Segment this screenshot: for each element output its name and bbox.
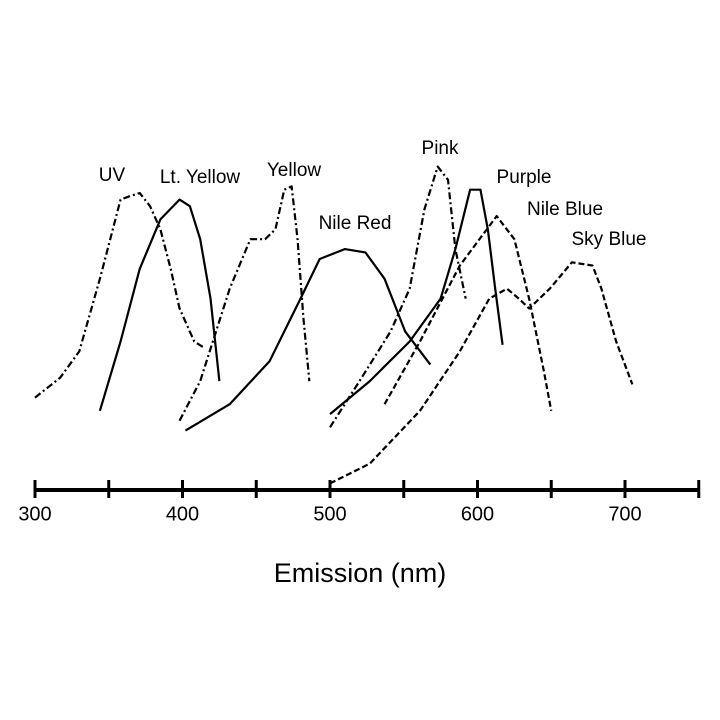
x-tick-label: 500 (313, 503, 346, 525)
series-label: Purple (497, 167, 552, 188)
spectrum-line (98, 198, 221, 412)
x-axis-title: Emission (nm) (274, 558, 447, 588)
spectrum-line (329, 261, 634, 485)
spectrum-line (34, 191, 206, 399)
spectrum-line (184, 248, 432, 432)
x-tick-label: 400 (166, 503, 199, 525)
series-label: Lt. Yellow (160, 167, 241, 188)
series-label: Nile Blue (527, 199, 603, 220)
spectrum-line (329, 165, 467, 428)
x-tick-label: 600 (461, 503, 494, 525)
spectrum-line (178, 185, 311, 422)
spectrum-line (383, 215, 553, 412)
series-label: Yellow (267, 160, 322, 181)
series-label: Nile Red (319, 213, 392, 234)
series-label: Pink (422, 138, 459, 159)
series-label: Sky Blue (572, 229, 647, 250)
x-tick-label: 300 (18, 503, 51, 525)
spectrum-line (329, 188, 504, 415)
x-tick-label: 700 (608, 503, 641, 525)
series-label: UV (99, 165, 126, 186)
